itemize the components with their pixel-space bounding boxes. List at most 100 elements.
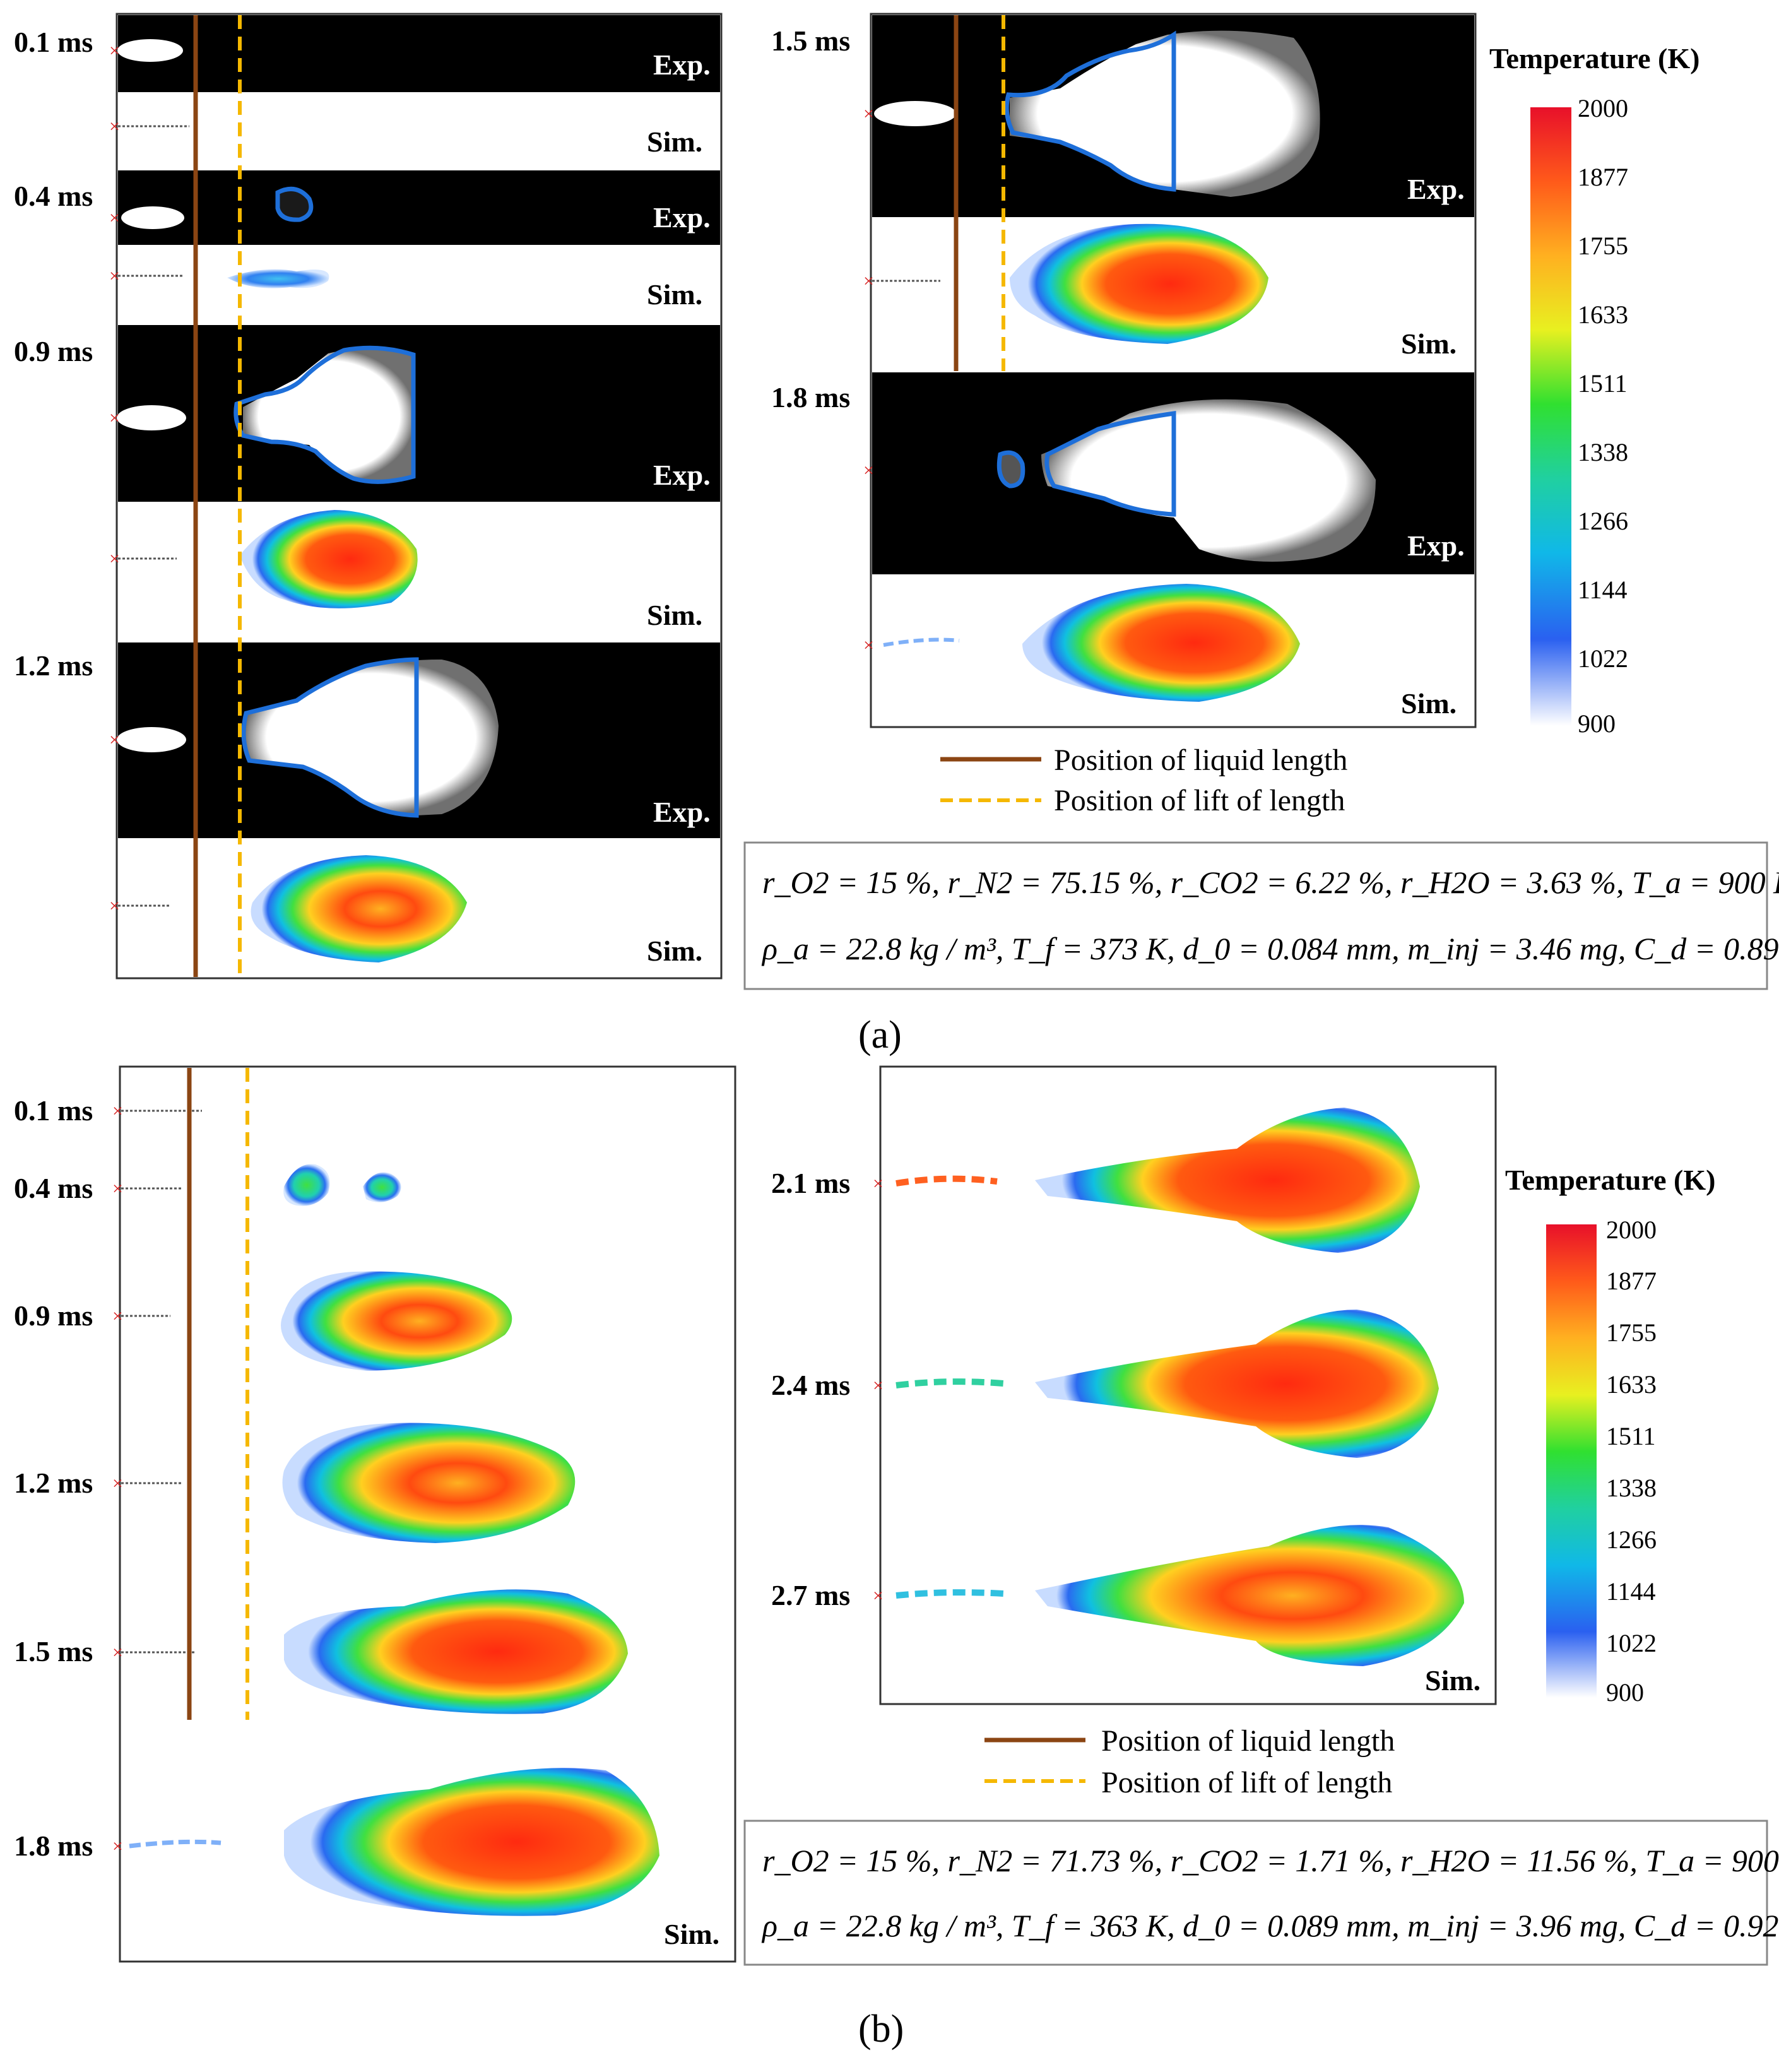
exp-tag: Exp. — [1407, 173, 1465, 205]
time-label: 1.8 ms — [14, 1830, 93, 1862]
colorbar-tick: 1511 — [1578, 369, 1628, 398]
colorbar-tick: 900 — [1606, 1678, 1644, 1707]
figure-a-left-markers: × × × × × × × × — [109, 40, 120, 916]
svg-text:×: × — [109, 208, 120, 228]
exp-tag: Exp. — [653, 459, 711, 491]
caption-a: (a) — [858, 1014, 902, 1057]
params-line-1: r_O2 = 15 %, r_N2 = 71.73 %, r_CO2 = 1.7… — [762, 1843, 1779, 1878]
svg-text:×: × — [863, 460, 874, 481]
figure-b-right-time-labels: 2.1 ms 2.4 ms 2.7 ms — [771, 1167, 850, 1611]
time-label: 1.8 ms — [771, 381, 850, 413]
figure-a-left-tags: Exp. Sim. Exp. Sim. Exp. Sim. Exp. Sim. — [647, 49, 711, 967]
colorbar-tick: 1755 — [1578, 232, 1628, 260]
colorbar-tick: 1755 — [1606, 1318, 1657, 1347]
svg-text:×: × — [109, 896, 120, 916]
colorbar-tick: 1877 — [1606, 1267, 1657, 1295]
svg-text:×: × — [112, 1101, 123, 1122]
colorbar-tick: 2000 — [1606, 1216, 1657, 1244]
sim-tag: Sim. — [647, 278, 702, 311]
params-line-2: ρ_a = 22.8 kg / m³, T_f = 363 K, d_0 = 0… — [761, 1908, 1779, 1943]
colorbar-tick: 1144 — [1606, 1577, 1656, 1606]
svg-text:×: × — [109, 548, 120, 569]
svg-text:×: × — [112, 1473, 123, 1494]
colorbar-gradient — [1530, 107, 1571, 726]
figure-b-left-panel — [119, 1065, 736, 1963]
figure-a-colorbar: Temperature (K) 2000 1877 1755 1633 1511… — [1489, 42, 1699, 738]
colorbar-tick: 2000 — [1578, 94, 1628, 122]
sim-tag: Sim. — [1401, 687, 1457, 719]
figure-a-right-markers: × × × × — [863, 104, 874, 656]
figure-b-legend: Position of liquid length Position of li… — [984, 1724, 1395, 1799]
time-label: 1.5 ms — [771, 25, 850, 57]
time-label: 1.2 ms — [14, 1467, 93, 1499]
time-label: 0.9 ms — [14, 1299, 93, 1332]
svg-text:×: × — [863, 104, 874, 124]
colorbar-gradient — [1546, 1224, 1597, 1698]
params-line-1: r_O2 = 15 %, r_N2 = 75.15 %, r_CO2 = 6.2… — [762, 865, 1779, 900]
time-label: 1.2 ms — [14, 649, 93, 682]
colorbar-tick: 1633 — [1606, 1370, 1657, 1399]
time-label: 0.1 ms — [14, 26, 93, 58]
figure-a-params-box: r_O2 = 15 %, r_N2 = 75.15 %, r_CO2 = 6.2… — [743, 841, 1779, 990]
figure-a-legend: Position of liquid length Position of li… — [940, 743, 1347, 817]
time-label: 1.5 ms — [14, 1635, 93, 1667]
time-label: 2.1 ms — [771, 1167, 850, 1199]
figure-a-left-time-labels: 0.1 ms 0.4 ms 0.9 ms 1.2 ms — [14, 26, 93, 682]
time-label: 2.7 ms — [771, 1579, 850, 1611]
figure-b-right-markers: × × × — [873, 1173, 884, 1606]
svg-text:×: × — [873, 1173, 884, 1194]
legend-liquid-label: Position of liquid length — [1101, 1724, 1395, 1758]
svg-text:×: × — [112, 1306, 123, 1327]
colorbar-title: Temperature (K) — [1505, 1164, 1715, 1196]
svg-text:×: × — [109, 266, 120, 287]
time-label: 0.4 ms — [14, 1172, 93, 1204]
caption-b: (b) — [858, 2008, 904, 2051]
svg-text:×: × — [112, 1836, 123, 1857]
colorbar-tick: 1022 — [1578, 644, 1628, 673]
sim-tag: Sim. — [1401, 328, 1457, 360]
figure-a-left-panel — [115, 13, 723, 980]
time-label: 0.1 ms — [14, 1094, 93, 1127]
colorbar-tick: 1022 — [1606, 1629, 1657, 1657]
sim-tag: Sim. — [647, 599, 702, 631]
svg-text:×: × — [863, 635, 874, 656]
exp-tag: Exp. — [1407, 530, 1465, 562]
svg-text:×: × — [109, 116, 120, 137]
figure-b-left-markers: × × × × × × — [112, 1101, 123, 1857]
figure-b-colorbar: Temperature (K) 2000 1877 1755 1633 1511… — [1505, 1164, 1715, 1707]
time-label: 0.9 ms — [14, 335, 93, 367]
colorbar-tick: 1633 — [1578, 300, 1628, 329]
sim-tag: Sim. — [664, 1918, 719, 1950]
svg-text:×: × — [873, 1585, 884, 1606]
colorbar-tick: 900 — [1578, 709, 1616, 738]
legend-liquid-label: Position of liquid length — [1054, 743, 1347, 777]
time-label: 2.4 ms — [771, 1369, 850, 1401]
sim-tag: Sim. — [1425, 1664, 1481, 1696]
figure-b-params-box: r_O2 = 15 %, r_N2 = 71.73 %, r_CO2 = 1.7… — [743, 1820, 1779, 1966]
time-label: 0.4 ms — [14, 180, 93, 212]
svg-text:×: × — [109, 408, 120, 429]
svg-text:×: × — [112, 1642, 123, 1663]
figure-a-right-panel — [870, 13, 1477, 728]
exp-tag: Exp. — [653, 796, 711, 828]
figure-b-right-panel — [879, 1065, 1497, 1705]
svg-text:×: × — [109, 730, 120, 750]
colorbar-tick: 1338 — [1578, 438, 1628, 466]
colorbar-tick: 1266 — [1606, 1525, 1657, 1554]
colorbar-tick: 1338 — [1606, 1474, 1657, 1502]
exp-tag: Exp. — [653, 49, 711, 81]
colorbar-tick: 1511 — [1606, 1422, 1656, 1450]
params-line-2: ρ_a = 22.8 kg / m³, T_f = 373 K, d_0 = 0… — [761, 931, 1779, 966]
figure-b-left-time-labels: 0.1 ms 0.4 ms 0.9 ms 1.2 ms 1.5 ms 1.8 m… — [14, 1094, 93, 1862]
legend-lift-label: Position of lift of length — [1054, 784, 1345, 817]
legend-lift-label: Position of lift of length — [1101, 1766, 1392, 1799]
sim-tag: Sim. — [647, 126, 702, 158]
svg-text:×: × — [109, 40, 120, 61]
figure-a-right-tags: Exp. Sim. Exp. Sim. — [1401, 173, 1465, 719]
exp-tag: Exp. — [653, 201, 711, 234]
svg-text:×: × — [863, 271, 874, 292]
colorbar-title: Temperature (K) — [1489, 42, 1699, 74]
colorbar-tick: 1144 — [1578, 576, 1628, 604]
sim-tag: Sim. — [647, 935, 702, 967]
